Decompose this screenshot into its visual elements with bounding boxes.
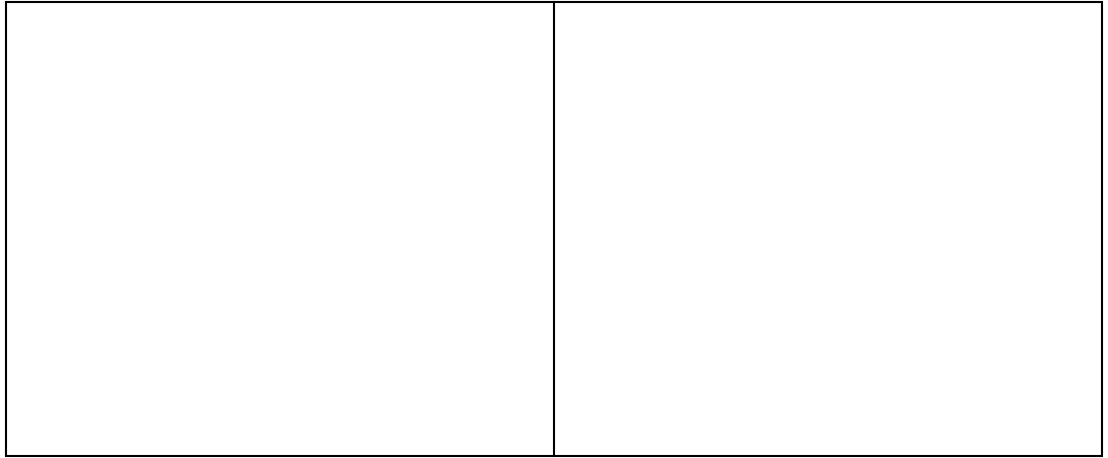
FancyBboxPatch shape	[17, 283, 113, 344]
FancyBboxPatch shape	[597, 236, 1075, 401]
Text: Celery: Celery	[702, 323, 741, 333]
Text: Zone D:
Final Destination
Code (optional): Zone D: Final Destination Code (optional…	[32, 298, 96, 328]
Text: FROM
Cobbley Wobbley
125 Hickory Rd.
Boston, MA 12359: FROM Cobbley Wobbley 125 Hickory Rd. Bos…	[155, 62, 224, 102]
FancyBboxPatch shape	[439, 197, 548, 252]
Text: SSCC: SSCC	[155, 349, 175, 358]
Text: INGREDIENTS:: INGREDIENTS:	[625, 247, 711, 257]
Text: New: New	[614, 227, 648, 241]
Text: ,: ,	[853, 285, 856, 295]
FancyBboxPatch shape	[439, 66, 541, 104]
FancyBboxPatch shape	[597, 71, 1075, 204]
Text: Herb and Spice, White Pepper, Parsley.: Herb and Spice, White Pepper, Parsley.	[625, 177, 837, 187]
Text: Yeast Extract, Concentrated Tomato Paste,: Yeast Extract, Concentrated Tomato Paste…	[625, 139, 856, 149]
Text: Cream: Cream	[814, 285, 853, 295]
Text: Store: Store	[349, 340, 369, 349]
Text: Peas, Cornflour,: Peas, Cornflour,	[625, 285, 715, 295]
Text: P.O. #98765
SKU #: 12345
DESCRIPTION: PRODUCT DESC.
QTY: 24
EVENT CODE: CMAS1
OT: P.O. #98765 SKU #: 12345 DESCRIPTION: PR…	[155, 172, 274, 243]
Text: Water, Carrots, Onions, Red: Water, Carrots, Onions, Red	[711, 82, 866, 92]
Text: Yeast Extract, Concentrated Tomato Paste,: Yeast Extract, Concentrated Tomato Paste…	[625, 304, 856, 314]
FancyBboxPatch shape	[439, 343, 548, 413]
Text: Picture 4: Retail packaging allergen advice example: Picture 4: Retail packaging allergen adv…	[576, 18, 1047, 33]
Text: Peas, Cornflour, Wheatflour, Salt, Cream,: Peas, Cornflour, Wheatflour, Salt, Cream…	[625, 120, 849, 130]
FancyBboxPatch shape	[439, 117, 541, 156]
Text: Picture 3: Shipping label example: Picture 3: Shipping label example	[22, 18, 327, 33]
Text: (sunflower), Herb and Spice, White Pepper,: (sunflower), Herb and Spice, White Peppe…	[625, 343, 861, 352]
Text: Seed, Vegetable Oil: Seed, Vegetable Oil	[741, 323, 852, 333]
Text: Lentils (4.5%) Potatoes, Cauliflower, Leeks,: Lentils (4.5%) Potatoes, Cauliflower, Le…	[625, 101, 860, 111]
Text: Zone C:
Trading Partner
Data (PO Data): Zone C: Trading Partner Data (PO Data)	[464, 210, 523, 240]
Text: Garlic, Sugar,: Garlic, Sugar,	[625, 323, 702, 333]
Text: Garlic, Sugar, Celery Seed, Vegetable Oil,: Garlic, Sugar, Celery Seed, Vegetable Oi…	[625, 158, 852, 168]
Text: Parsley.: Parsley.	[625, 361, 666, 371]
Text: Wheat: Wheat	[715, 285, 755, 295]
Text: Zone F:
Serial Shipping
Container Code
(optional): Zone F: Serial Shipping Container Code (…	[464, 358, 523, 398]
Text: Zone B:
Country Code: Zone B: Country Code	[463, 127, 515, 146]
FancyBboxPatch shape	[17, 90, 102, 135]
Text: Lentils (4.5%) Potatoes, Cauliflower, Leeks,: Lentils (4.5%) Potatoes, Cauliflower, Le…	[625, 266, 860, 276]
Text: Source: QuickLabel Systems: Source: QuickLabel Systems	[576, 441, 735, 451]
Text: 0101: 0101	[341, 321, 377, 334]
FancyBboxPatch shape	[439, 283, 541, 344]
Text: TO
ABC STORES, INC.  US
123 SOME AVE
ANYTOWN, IL 11223: TO ABC STORES, INC. US 123 SOME AVE ANYT…	[255, 62, 338, 102]
Text: Zone B:
Ship To: Zone B: Ship To	[475, 76, 504, 95]
Text: Old: Old	[614, 59, 640, 73]
Text: Zone A:
Ship From: Zone A: Ship From	[40, 103, 78, 122]
Text: flour, Salt,: flour, Salt,	[755, 285, 814, 295]
FancyBboxPatch shape	[134, 45, 425, 422]
Text: Source: Integrated Business Communications
Alliance: Source: Integrated Business Communicatio…	[22, 430, 276, 451]
Text: Zone E:
Final Destination
Text: Zone E: Final Destination Text	[458, 298, 522, 328]
Text: INGREDIENTS:: INGREDIENTS:	[625, 82, 711, 92]
Text: Water, Carrots, Onions, Red: Water, Carrots, Onions, Red	[711, 247, 866, 257]
